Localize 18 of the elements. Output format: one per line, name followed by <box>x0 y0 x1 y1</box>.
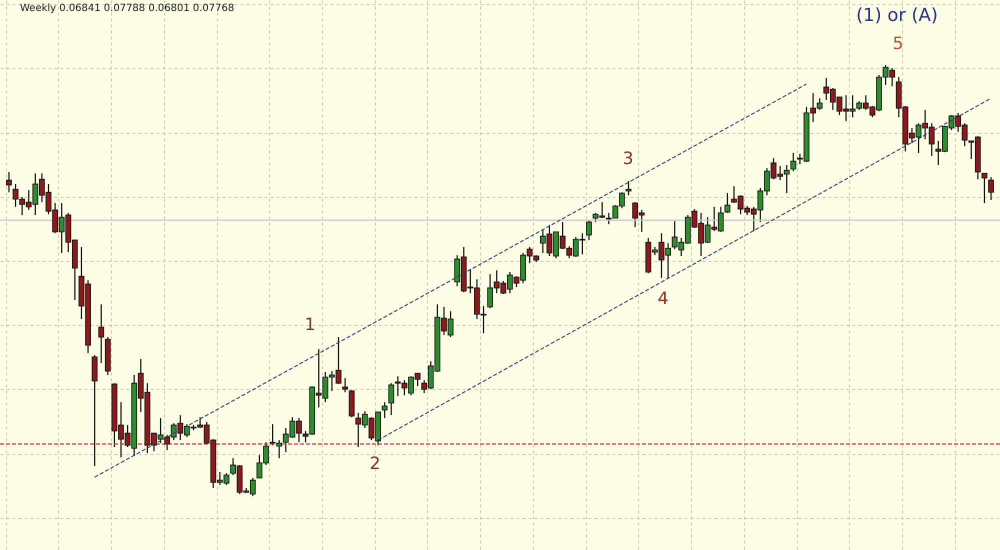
candlestick <box>342 377 348 393</box>
candlestick <box>988 176 994 201</box>
candlestick <box>6 171 12 193</box>
candlestick <box>626 180 632 196</box>
annotation: 1 <box>304 315 316 335</box>
candlestick <box>724 192 730 214</box>
text: (1) or (A) <box>856 5 938 26</box>
annotation: 2 <box>370 454 380 474</box>
candlestick <box>790 152 796 172</box>
annotation: 3 <box>622 149 634 169</box>
candlestick <box>98 304 104 364</box>
text: 5 <box>892 34 904 54</box>
candlestick <box>586 220 592 241</box>
candlestick <box>382 402 388 419</box>
candlestick <box>982 172 988 204</box>
annotation: 4 <box>658 289 668 309</box>
chart-title: Weekly 0.06841 0.07788 0.06801 0.07768 <box>20 3 234 14</box>
candlestick <box>388 382 394 416</box>
